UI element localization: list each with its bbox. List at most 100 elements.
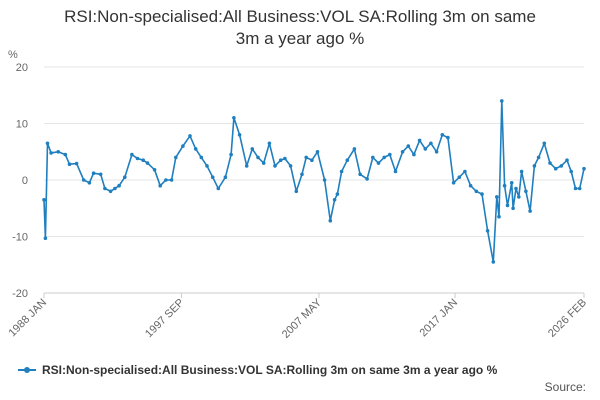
- series-point[interactable]: [339, 169, 344, 174]
- series-point[interactable]: [188, 134, 192, 138]
- series-point[interactable]: [256, 155, 260, 160]
- series-point[interactable]: [388, 152, 392, 157]
- series-point[interactable]: [232, 116, 236, 120]
- series-point[interactable]: [497, 214, 501, 219]
- series-point[interactable]: [500, 99, 504, 103]
- series-point[interactable]: [553, 166, 558, 171]
- series-point[interactable]: [485, 229, 490, 233]
- series-point[interactable]: [304, 155, 309, 160]
- series-point[interactable]: [457, 175, 462, 179]
- series-point[interactable]: [210, 175, 215, 179]
- series-point[interactable]: [509, 181, 514, 185]
- series-point[interactable]: [310, 158, 314, 162]
- series-point[interactable]: [199, 155, 204, 160]
- series-point[interactable]: [237, 133, 242, 137]
- series-point[interactable]: [288, 164, 293, 168]
- series-point[interactable]: [528, 209, 532, 213]
- series-point[interactable]: [532, 164, 537, 168]
- series-point[interactable]: [468, 183, 473, 188]
- series-point[interactable]: [278, 158, 283, 162]
- series-point[interactable]: [300, 172, 304, 177]
- series-point[interactable]: [417, 138, 422, 143]
- series-point[interactable]: [181, 144, 185, 148]
- series-point[interactable]: [345, 158, 350, 162]
- series-point[interactable]: [87, 181, 92, 185]
- series-point[interactable]: [74, 161, 79, 166]
- series-point[interactable]: [376, 161, 381, 165]
- series-point[interactable]: [67, 162, 72, 166]
- series-point[interactable]: [81, 178, 86, 182]
- series-point[interactable]: [98, 172, 103, 177]
- series-point[interactable]: [152, 168, 157, 172]
- series-point[interactable]: [332, 198, 337, 202]
- series-point[interactable]: [536, 155, 541, 160]
- legend[interactable]: RSI:Non-specialised:All Business:VOL SA:…: [18, 363, 497, 377]
- series-point[interactable]: [273, 164, 277, 168]
- series-point[interactable]: [577, 186, 582, 191]
- series-point[interactable]: [548, 161, 552, 165]
- series-point[interactable]: [474, 189, 479, 194]
- series-point[interactable]: [216, 186, 221, 191]
- series-point[interactable]: [169, 178, 174, 182]
- series-point[interactable]: [565, 158, 569, 162]
- series-point[interactable]: [352, 147, 357, 151]
- series-point[interactable]: [322, 178, 327, 182]
- series-point[interactable]: [63, 152, 68, 157]
- series-point[interactable]: [108, 189, 113, 194]
- series-point[interactable]: [463, 169, 467, 174]
- series-point[interactable]: [294, 189, 299, 194]
- series-point[interactable]: [193, 147, 198, 151]
- series-point[interactable]: [412, 152, 416, 157]
- series-point[interactable]: [328, 218, 333, 223]
- series-point[interactable]: [315, 150, 320, 154]
- series-point[interactable]: [480, 192, 484, 196]
- series-point[interactable]: [446, 135, 450, 140]
- series-point[interactable]: [358, 172, 362, 177]
- series-point[interactable]: [429, 141, 433, 146]
- series-point[interactable]: [423, 147, 428, 151]
- series-point[interactable]: [174, 155, 178, 160]
- series-point[interactable]: [440, 133, 445, 137]
- series-point[interactable]: [365, 177, 369, 181]
- series-point[interactable]: [502, 183, 507, 188]
- series-point[interactable]: [573, 186, 578, 191]
- series-point[interactable]: [261, 161, 266, 165]
- series-point[interactable]: [382, 155, 387, 160]
- series-point[interactable]: [250, 147, 255, 151]
- series-point[interactable]: [244, 164, 249, 168]
- series-point[interactable]: [406, 144, 411, 148]
- series-point[interactable]: [569, 169, 573, 174]
- series-point[interactable]: [141, 158, 145, 162]
- series-point[interactable]: [511, 206, 515, 211]
- series-point[interactable]: [43, 236, 48, 240]
- series-point[interactable]: [117, 183, 121, 188]
- series-point[interactable]: [335, 192, 340, 196]
- series-point[interactable]: [393, 169, 398, 174]
- series-point[interactable]: [542, 141, 547, 146]
- series-point[interactable]: [223, 175, 228, 179]
- series-point[interactable]: [91, 171, 96, 175]
- series-point[interactable]: [164, 178, 168, 182]
- series-point[interactable]: [400, 150, 405, 154]
- series-point[interactable]: [103, 186, 107, 191]
- series-point[interactable]: [283, 156, 287, 161]
- series-point[interactable]: [56, 150, 60, 154]
- series-point[interactable]: [517, 195, 521, 199]
- series-point[interactable]: [45, 141, 50, 146]
- series-point[interactable]: [519, 169, 524, 174]
- series-point[interactable]: [135, 156, 140, 161]
- series-point[interactable]: [505, 203, 510, 208]
- series-point[interactable]: [267, 141, 272, 146]
- series-point[interactable]: [514, 186, 518, 191]
- series-point[interactable]: [49, 151, 53, 155]
- series-point[interactable]: [491, 260, 496, 264]
- series-point[interactable]: [229, 152, 233, 157]
- series-point[interactable]: [524, 189, 528, 194]
- series-point[interactable]: [434, 150, 439, 154]
- series-point[interactable]: [582, 166, 586, 171]
- series-point[interactable]: [371, 155, 375, 160]
- series-point[interactable]: [130, 152, 134, 157]
- series-point[interactable]: [451, 181, 456, 185]
- series-point[interactable]: [42, 198, 46, 202]
- series-point[interactable]: [205, 164, 209, 168]
